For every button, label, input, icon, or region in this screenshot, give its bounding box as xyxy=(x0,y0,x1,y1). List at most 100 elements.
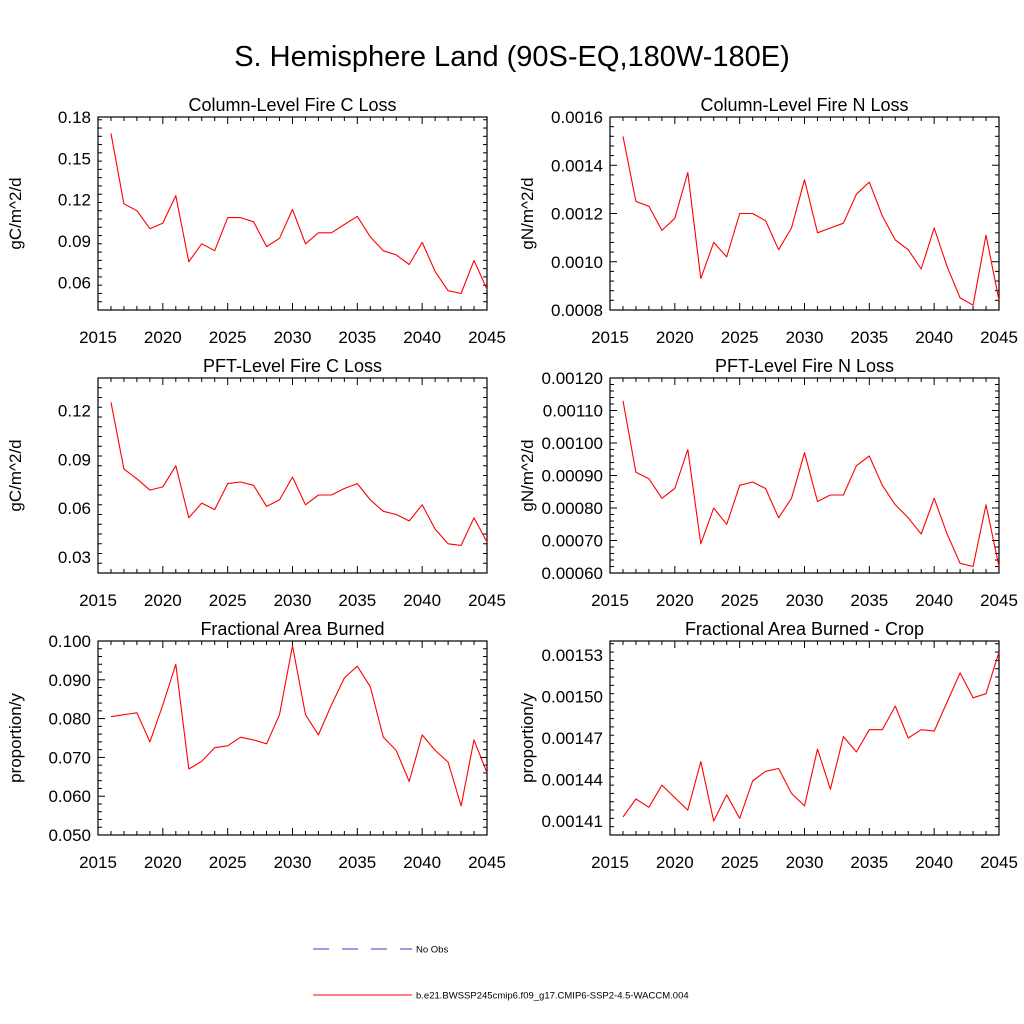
x-tick-label: 2040 xyxy=(915,591,953,610)
panels: 2015 2020 2025 2030 2035 2040 2045 0.06 0.09 0.12… xyxy=(6,95,1018,872)
series-line-1 xyxy=(110,133,488,295)
y-tick-label: 0.00120 xyxy=(542,369,603,388)
chart-panel-6: 2015 2020 2025 2030 2035 2040 2045 0.00141 0.001… xyxy=(518,619,1018,872)
panel-title: PFT-Level Fire N Loss xyxy=(715,356,894,376)
y-tick-label: 0.0012 xyxy=(551,205,603,224)
y-tick-label: 0.00080 xyxy=(542,499,603,518)
x-tick-label: 2045 xyxy=(468,591,506,610)
x-tick-label: 2025 xyxy=(721,853,759,872)
x-tick-label: 2020 xyxy=(656,853,694,872)
y-axis-label: gC/m^2/d xyxy=(6,177,25,249)
y-tick-label: 0.070 xyxy=(48,748,91,767)
y-tick-label: 0.080 xyxy=(48,710,91,729)
x-tick-label: 2045 xyxy=(468,853,506,872)
y-tick-label: 0.18 xyxy=(58,108,91,127)
x-tick-label: 2040 xyxy=(403,591,441,610)
y-tick-label: 0.00141 xyxy=(542,812,603,831)
x-tick-label: 2030 xyxy=(274,853,312,872)
x-tick-label: 2020 xyxy=(144,591,182,610)
y-tick-label: 0.00100 xyxy=(542,434,603,453)
x-tick-label: 2025 xyxy=(721,591,759,610)
y-tick-label: 0.15 xyxy=(58,149,91,168)
x-tick-label: 2030 xyxy=(786,328,824,347)
panel-title: Column-Level Fire N Loss xyxy=(700,95,908,115)
x-tick-label: 2020 xyxy=(144,853,182,872)
series-line-1 xyxy=(622,651,1000,822)
chart-panel-5: 2015 2020 2025 2030 2035 2040 2045 0.050 0.060 0.… xyxy=(6,619,506,872)
x-tick-label: 2015 xyxy=(591,853,629,872)
chart-panel-3: 2015 2020 2025 2030 2035 2040 2045 0.03 0.06 0.09… xyxy=(6,356,506,610)
x-tick-label: 2030 xyxy=(786,853,824,872)
y-axis-label: proportion/y xyxy=(6,693,25,783)
x-tick-label: 2015 xyxy=(79,853,117,872)
y-tick-label: 0.12 xyxy=(58,402,91,421)
y-tick-label: 0.00070 xyxy=(542,532,603,551)
y-tick-label: 0.09 xyxy=(58,450,91,469)
x-tick-label: 2045 xyxy=(980,853,1018,872)
x-tick-label: 2035 xyxy=(850,328,888,347)
x-tick-label: 2035 xyxy=(850,853,888,872)
series-line-1 xyxy=(110,402,488,546)
x-tick-label: 2035 xyxy=(338,328,376,347)
x-tick-label: 2025 xyxy=(209,328,247,347)
x-tick-label: 2045 xyxy=(468,328,506,347)
y-tick-label: 0.00153 xyxy=(542,646,603,665)
chart-panel-1: 2015 2020 2025 2030 2035 2040 2045 0.06 0.09 0.12… xyxy=(6,95,506,347)
y-tick-label: 0.00060 xyxy=(542,564,603,583)
series-line-1 xyxy=(622,136,1000,306)
panel-title: Fractional Area Burned xyxy=(200,619,384,639)
y-tick-label: 0.0010 xyxy=(551,253,603,272)
x-tick-label: 2020 xyxy=(144,328,182,347)
y-tick-label: 0.12 xyxy=(58,191,91,210)
y-tick-label: 0.00150 xyxy=(542,687,603,706)
x-tick-label: 2045 xyxy=(980,328,1018,347)
x-tick-label: 2015 xyxy=(591,328,629,347)
y-tick-label: 0.060 xyxy=(48,787,91,806)
x-tick-label: 2040 xyxy=(403,853,441,872)
x-tick-label: 2035 xyxy=(850,591,888,610)
y-tick-label: 0.06 xyxy=(58,499,91,518)
y-axis-label: gN/m^2/d xyxy=(518,439,537,511)
x-tick-label: 2020 xyxy=(656,328,694,347)
x-tick-label: 2040 xyxy=(915,328,953,347)
y-tick-label: 0.03 xyxy=(58,548,91,567)
figure-title: S. Hemisphere Land (90S-EQ,180W-180E) xyxy=(234,41,790,73)
y-tick-label: 0.00090 xyxy=(542,467,603,486)
x-tick-label: 2015 xyxy=(79,591,117,610)
legend-label-2: b.e21.BWSSP245cmip6.f09_g17.CMIP6-SSP2-4… xyxy=(416,991,689,1002)
y-tick-label: 0.0016 xyxy=(551,108,603,127)
y-axis-label: proportion/y xyxy=(518,693,537,783)
y-tick-label: 0.06 xyxy=(58,273,91,292)
legend-label-1: No Obs xyxy=(416,945,448,956)
y-tick-label: 0.0014 xyxy=(551,156,603,175)
legend: No Obs b.e21.BWSSP245cmip6.f09_g17.CMIP6-… xyxy=(313,945,689,1002)
x-tick-label: 2035 xyxy=(338,853,376,872)
y-tick-label: 0.09 xyxy=(58,232,91,251)
y-tick-label: 0.00147 xyxy=(542,729,603,748)
x-tick-label: 2045 xyxy=(980,591,1018,610)
x-tick-label: 2020 xyxy=(656,591,694,610)
y-axis-label: gN/m^2/d xyxy=(518,177,537,249)
x-tick-label: 2025 xyxy=(209,853,247,872)
panel-title: Column-Level Fire C Loss xyxy=(188,95,396,115)
series-line-1 xyxy=(622,400,1000,568)
x-tick-label: 2040 xyxy=(915,853,953,872)
x-tick-label: 2015 xyxy=(591,591,629,610)
x-tick-label: 2030 xyxy=(786,591,824,610)
x-tick-label: 2030 xyxy=(274,328,312,347)
x-tick-label: 2040 xyxy=(403,328,441,347)
y-tick-label: 0.090 xyxy=(48,671,91,690)
panel-title: Fractional Area Burned - Crop xyxy=(685,619,924,639)
y-tick-label: 0.050 xyxy=(48,826,91,845)
x-tick-label: 2025 xyxy=(209,591,247,610)
x-tick-label: 2035 xyxy=(338,591,376,610)
y-tick-label: 0.00144 xyxy=(542,771,603,790)
y-axis-label: gC/m^2/d xyxy=(6,439,25,511)
series-line-1 xyxy=(110,645,488,807)
chart-panel-4: 2015 2020 2025 2030 2035 2040 2045 0.00060 0.000… xyxy=(518,356,1018,610)
x-tick-label: 2025 xyxy=(721,328,759,347)
y-tick-label: 0.100 xyxy=(48,632,91,651)
y-tick-label: 0.00110 xyxy=(543,402,603,421)
